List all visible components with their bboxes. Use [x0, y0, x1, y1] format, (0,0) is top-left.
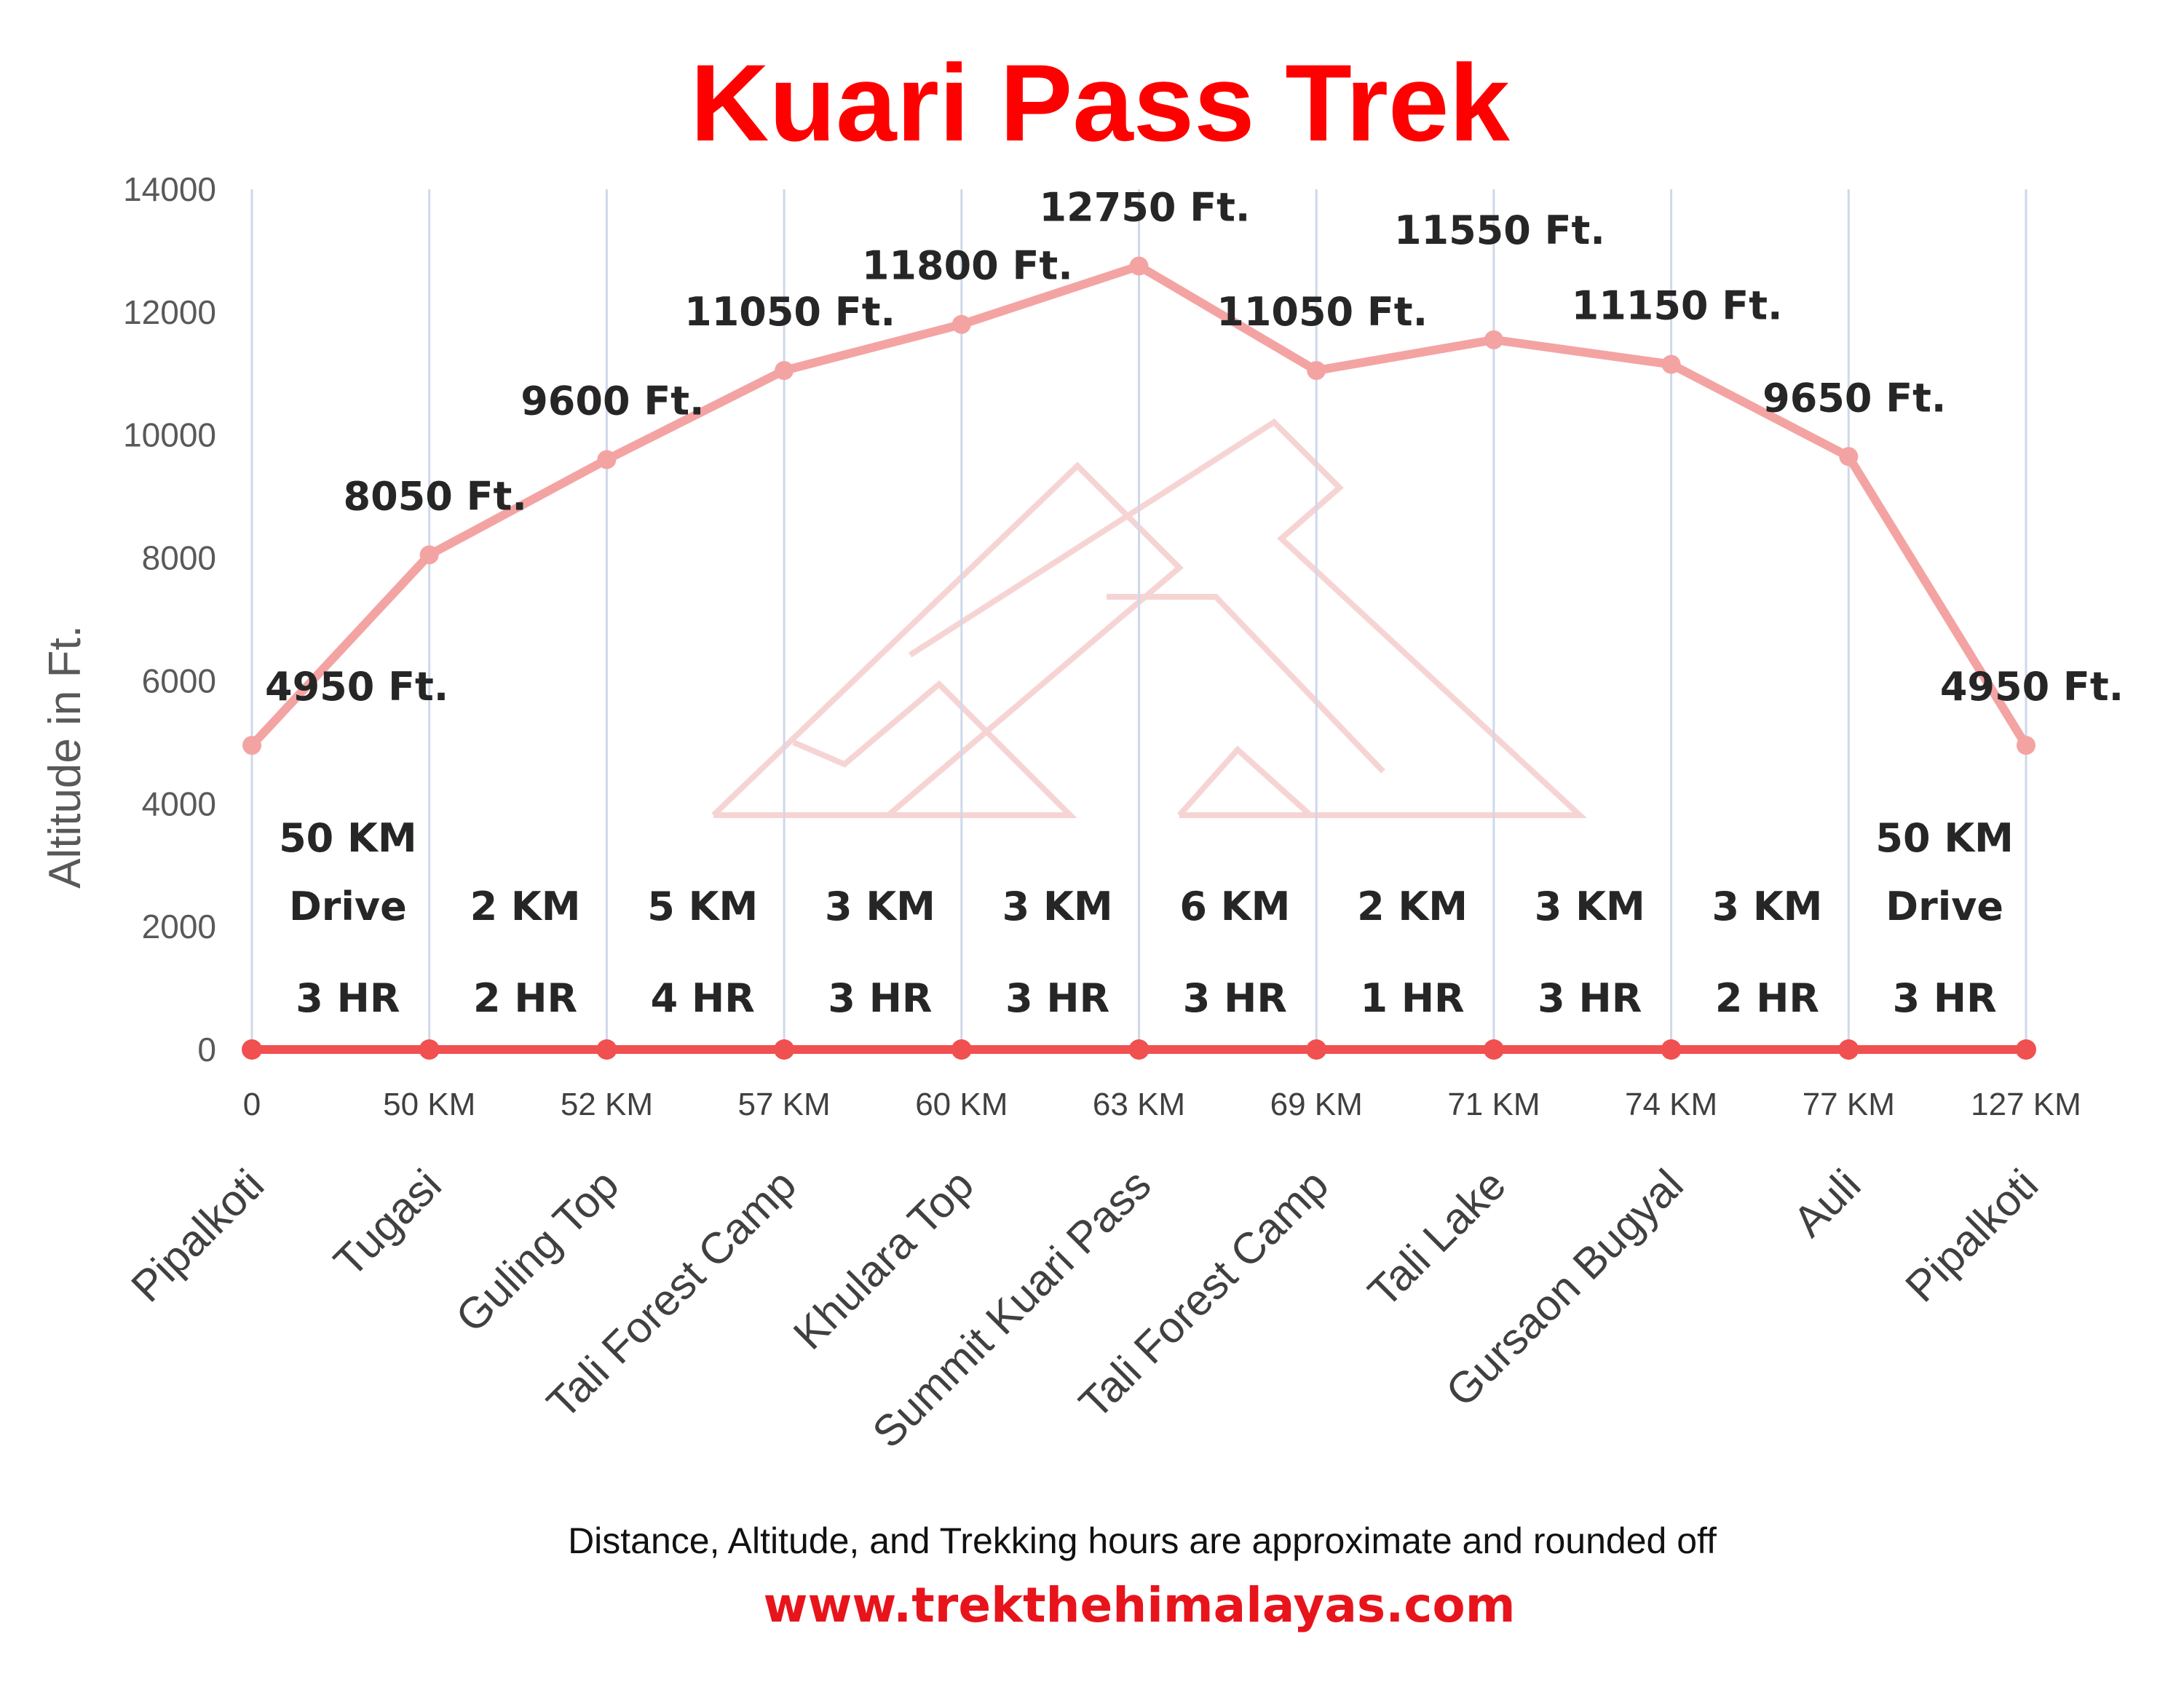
segment-duration: 2 HR	[473, 975, 577, 1021]
data-label: 11050 Ft.	[684, 289, 895, 335]
segment-duration: 1 HR	[1360, 975, 1464, 1021]
x-distance-labels: 0 50 KM 52 KM 57 KM 60 KM 63 KM 69 KM 71 KM 74 K…	[243, 1087, 2081, 1122]
baseline-point[interactable]	[1128, 1039, 1150, 1060]
x-category-label: Tugasi	[325, 1160, 451, 1286]
data-label: 12750 Ft.	[1040, 185, 1251, 231]
altitude-point[interactable]	[951, 314, 971, 334]
segment-mode: Drive	[289, 884, 407, 929]
x-distance-label: 0	[243, 1087, 261, 1122]
segment-duration: 3 HR	[1005, 975, 1109, 1021]
altitude-point[interactable]	[775, 361, 794, 381]
baseline-point[interactable]	[596, 1039, 617, 1060]
segment-distance: 3 KM	[1712, 884, 1822, 929]
segment-distance: 3 KM	[1535, 884, 1645, 929]
footnote: Distance, Altitude, and Trekking hours a…	[568, 1520, 1717, 1561]
x-category-label: Tali Lake	[1358, 1160, 1515, 1317]
segment-distance: 3 KM	[825, 884, 935, 929]
data-label: 9600 Ft.	[521, 378, 704, 424]
vertical-gridlines	[250, 189, 2027, 1050]
segment-mode: Drive	[1886, 884, 2003, 929]
x-category-label: Auli	[1784, 1160, 1870, 1246]
y-tick-label: 6000	[142, 662, 216, 699]
x-category-label: Guling Top	[446, 1160, 628, 1341]
x-distance-label: 77 KM	[1803, 1087, 1895, 1122]
segment-distance: 50 KM	[279, 815, 417, 861]
baseline-point[interactable]	[951, 1039, 972, 1060]
altitude-point[interactable]	[419, 545, 439, 565]
watermark-logo	[711, 418, 1588, 818]
x-distance-label: 71 KM	[1447, 1087, 1540, 1122]
y-axis-label: Altitude in Ft.	[40, 625, 90, 889]
y-tick-label: 4000	[142, 785, 216, 822]
x-distance-label: 60 KM	[915, 1087, 1008, 1122]
x-distance-label: 57 KM	[738, 1087, 831, 1122]
y-tick-label: 12000	[123, 293, 216, 331]
data-label: 4950 Ft.	[1940, 664, 2124, 710]
baseline-point[interactable]	[1661, 1039, 1682, 1060]
y-axis-ticks: 0 2000 4000 6000 8000 10000 12000 14000	[123, 170, 216, 1068]
website-link[interactable]: www.trekthehimalayas.com	[763, 1577, 1515, 1633]
data-labels: 4950 Ft.8050 Ft.9600 Ft.11050 Ft.11800 F…	[265, 185, 2124, 710]
altitude-point[interactable]	[1661, 354, 1681, 374]
baseline-point[interactable]	[1483, 1039, 1504, 1060]
altitude-point[interactable]	[1839, 447, 1859, 467]
segment-duration: 3 HR	[1893, 975, 1997, 1021]
segment-distance: 3 KM	[1002, 884, 1113, 929]
segment-distance: 2 KM	[470, 884, 581, 929]
data-label: 4950 Ft.	[265, 664, 448, 710]
altitude-point[interactable]	[1129, 256, 1149, 276]
baseline-point[interactable]	[1838, 1039, 1859, 1060]
data-label: 11800 Ft.	[862, 243, 1073, 289]
series-layer	[242, 256, 2036, 1060]
data-label: 11150 Ft.	[1572, 283, 1783, 329]
baseline-point[interactable]	[1306, 1039, 1327, 1060]
y-tick-label: 10000	[123, 416, 216, 454]
segment-duration: 4 HR	[651, 975, 755, 1021]
y-tick-label: 2000	[142, 908, 216, 945]
altitude-point[interactable]	[242, 736, 261, 755]
y-tick-label: 8000	[142, 539, 216, 577]
x-category-label: Pipalkoti	[122, 1160, 273, 1312]
segment-duration: 3 HR	[1183, 975, 1287, 1021]
baseline-point[interactable]	[242, 1039, 262, 1060]
x-distance-label: 63 KM	[1093, 1087, 1185, 1122]
data-label: 11050 Ft.	[1216, 289, 1428, 335]
y-tick-label: 14000	[123, 170, 216, 208]
x-distance-label: 52 KM	[561, 1087, 653, 1122]
data-label: 9650 Ft.	[1762, 375, 1946, 421]
chart-title: Kuari Pass Trek	[690, 41, 1510, 164]
x-distance-label: 74 KM	[1625, 1087, 1717, 1122]
segment-distance: 50 KM	[1875, 815, 2014, 861]
segment-duration: 3 HR	[1538, 975, 1642, 1021]
data-label: 8050 Ft.	[344, 473, 527, 519]
segment-distance: 5 KM	[647, 884, 758, 929]
x-distance-label: 50 KM	[383, 1087, 475, 1122]
y-tick-label: 0	[197, 1031, 216, 1068]
altitude-point[interactable]	[2017, 736, 2035, 755]
altitude-point[interactable]	[1484, 330, 1503, 349]
segment-duration: 3 HR	[296, 975, 400, 1021]
data-label: 11550 Ft.	[1394, 207, 1605, 253]
x-category-label: Pipalkoti	[1896, 1160, 2047, 1312]
altitude-point[interactable]	[597, 450, 617, 469]
x-distance-label: 127 KM	[1971, 1087, 2081, 1122]
segment-labels: 50 KM Drive 3 HR 2 KM 2 HR 5 KM 4 HR 3 KM 3 HR 3 …	[279, 815, 2014, 1021]
baseline-point[interactable]	[2016, 1039, 2036, 1060]
x-distance-label: 69 KM	[1270, 1087, 1363, 1122]
segment-distance: 6 KM	[1179, 884, 1290, 929]
baseline-point[interactable]	[774, 1039, 795, 1060]
altitude-point[interactable]	[1307, 361, 1326, 381]
segment-duration: 3 HR	[828, 975, 932, 1021]
segment-distance: 2 KM	[1357, 884, 1468, 929]
x-category-label: Khulara Top	[784, 1160, 983, 1359]
segment-duration: 2 HR	[1715, 975, 1819, 1021]
baseline-point[interactable]	[419, 1039, 440, 1060]
